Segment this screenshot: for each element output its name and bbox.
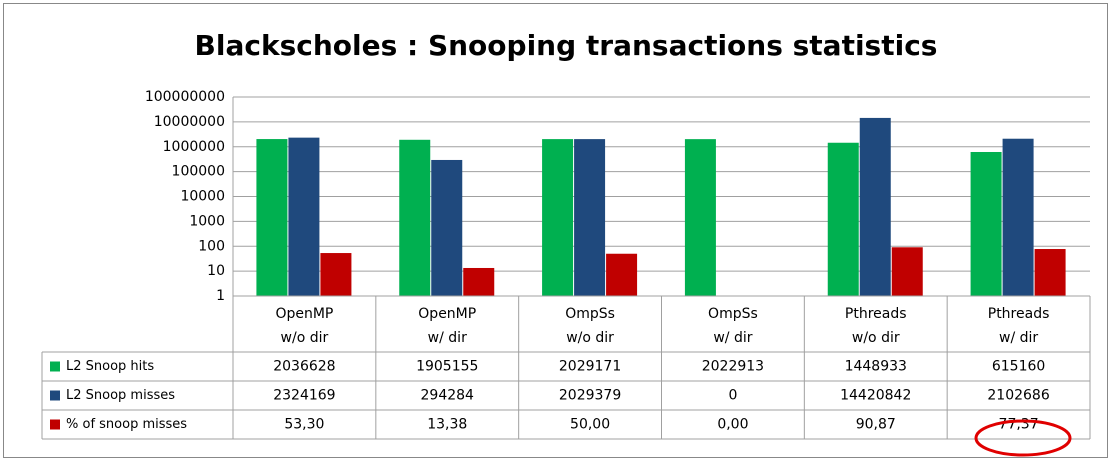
y-tick-label: 100000000 bbox=[145, 89, 225, 105]
legend-swatch bbox=[50, 390, 60, 401]
y-tick-label: 100 bbox=[198, 238, 225, 254]
category-label: w/ dir bbox=[713, 330, 752, 346]
category-label: Pthreads bbox=[988, 306, 1050, 322]
legend-swatch bbox=[50, 419, 60, 430]
bar bbox=[827, 142, 859, 296]
legend-label: % of snoop misses bbox=[66, 417, 187, 432]
table-cell: 14420842 bbox=[840, 388, 911, 404]
category-label: OpenMP bbox=[275, 306, 333, 322]
bar bbox=[970, 151, 1002, 296]
chart-title: Blackscholes : Snooping transactions sta… bbox=[195, 29, 938, 62]
table-cell: 2102686 bbox=[987, 388, 1049, 404]
table-cell: 2022913 bbox=[702, 359, 764, 375]
category-label: OpenMP bbox=[418, 306, 476, 322]
y-tick-label: 1000000 bbox=[163, 139, 225, 155]
bar bbox=[463, 267, 495, 296]
bar bbox=[256, 139, 288, 296]
bar bbox=[859, 117, 891, 296]
category-label: OmpSs bbox=[708, 306, 758, 322]
table-cell: 13,38 bbox=[427, 417, 467, 433]
category-label: OmpSs bbox=[565, 306, 615, 322]
table-cell: 90,87 bbox=[856, 417, 896, 433]
table-cell: 53,30 bbox=[284, 417, 324, 433]
table-cell: 0 bbox=[728, 388, 737, 404]
bar bbox=[684, 139, 716, 296]
category-label: Pthreads bbox=[845, 306, 907, 322]
bar bbox=[606, 253, 638, 296]
table-cell: 2029379 bbox=[559, 388, 621, 404]
table-cell: 77,37 bbox=[999, 417, 1039, 433]
bar bbox=[891, 247, 923, 296]
table-cell: 1905155 bbox=[416, 359, 478, 375]
category-label: w/ dir bbox=[999, 330, 1038, 346]
bar bbox=[542, 139, 574, 296]
y-tick-label: 10 bbox=[207, 263, 225, 279]
y-tick-label: 10000 bbox=[180, 189, 225, 205]
table-cell: 2324169 bbox=[273, 388, 335, 404]
category-label: w/ dir bbox=[428, 330, 467, 346]
highlight-ellipse bbox=[974, 419, 1072, 457]
bar bbox=[399, 139, 431, 296]
bar bbox=[574, 139, 606, 296]
y-tick-label: 1 bbox=[216, 288, 225, 304]
table-cell: 1448933 bbox=[845, 359, 907, 375]
table-cell: 294284 bbox=[421, 388, 475, 404]
y-tick-label: 10000000 bbox=[154, 114, 225, 130]
legend-label: L2 Snoop hits bbox=[66, 359, 154, 374]
table-cell: 2029171 bbox=[559, 359, 621, 375]
y-tick-label: 1000 bbox=[189, 213, 225, 229]
category-label: w/o dir bbox=[852, 330, 900, 346]
table-cell: 50,00 bbox=[570, 417, 610, 433]
table-cell: 2036628 bbox=[273, 359, 335, 375]
bar bbox=[1002, 138, 1034, 296]
bar bbox=[431, 159, 463, 296]
bar bbox=[1034, 249, 1066, 296]
bar bbox=[288, 137, 320, 296]
table-cell: 0,00 bbox=[717, 417, 748, 433]
y-tick-label: 100000 bbox=[172, 164, 225, 180]
category-label: w/o dir bbox=[566, 330, 614, 346]
category-label: w/o dir bbox=[281, 330, 329, 346]
table-cell: 615160 bbox=[992, 359, 1045, 375]
legend-swatch bbox=[50, 361, 60, 372]
bar bbox=[320, 253, 352, 296]
legend-label: L2 Snoop misses bbox=[66, 388, 175, 403]
